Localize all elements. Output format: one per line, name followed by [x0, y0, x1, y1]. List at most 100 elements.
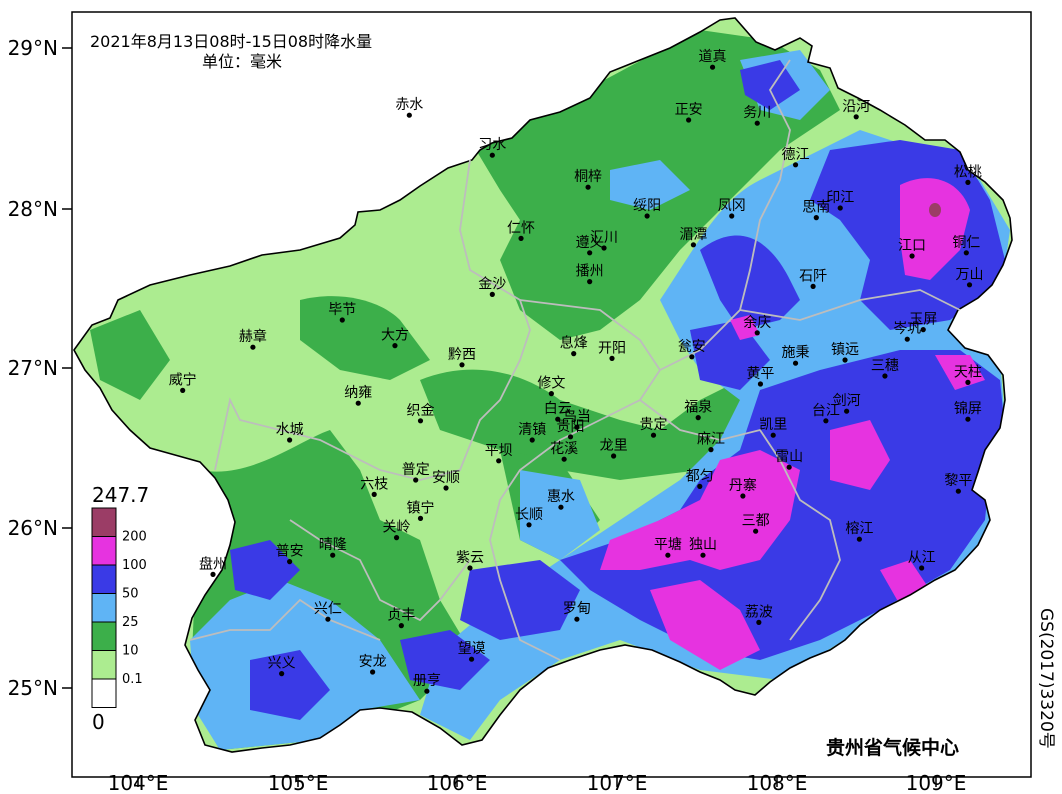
field-max [929, 203, 941, 217]
city-84: 册亨 [413, 672, 441, 694]
city-69: 榕江 [845, 521, 873, 542]
city-67: 三都 [742, 513, 770, 534]
city-58: 普定 [402, 462, 430, 483]
city-label: 关岭 [383, 520, 411, 536]
city-label: 织金 [406, 403, 434, 419]
city-label: 乌当 [563, 409, 591, 425]
city-81: 望谟 [458, 641, 486, 662]
city-12: 绥阳 [633, 198, 661, 219]
city-62: 丹寨 [729, 477, 757, 499]
city-marker [963, 250, 969, 256]
city-label: 平坝 [485, 443, 513, 459]
city-46: 乌当 [563, 409, 591, 430]
city-marker [909, 253, 915, 259]
city-label: 安龙 [359, 654, 387, 670]
city-label: 罗甸 [563, 601, 591, 617]
city-label: 福泉 [684, 399, 712, 416]
city-15: 汇川 [590, 230, 618, 251]
city-label: 惠水 [547, 489, 575, 505]
city-label: 铜仁 [952, 235, 980, 251]
city-52: 贵阳 [557, 419, 585, 440]
city-marker [644, 213, 650, 219]
city-label: 思南 [802, 200, 830, 216]
city-71: 平塘 [654, 537, 682, 558]
city-marker [740, 493, 746, 499]
city-marker [287, 559, 293, 565]
city-label: 余庆 [743, 314, 771, 331]
legend-min-label: 0 [92, 710, 105, 734]
city-marker [210, 571, 216, 578]
city-marker [650, 432, 657, 438]
city-marker [770, 432, 776, 438]
lon-tick-108: 108°E [747, 771, 808, 794]
city-64: 惠水 [547, 489, 575, 510]
city-4: 沿河 [842, 99, 870, 120]
city-marker [467, 565, 473, 571]
city-label: 仁怀 [507, 220, 535, 236]
city-label: 台江 [812, 403, 840, 419]
city-label: 印江 [826, 190, 854, 206]
city-3: 务川 [743, 105, 771, 126]
city-marker [700, 552, 706, 558]
city-marker [371, 491, 377, 497]
city-40: 纳雍 [344, 385, 372, 406]
city-label: 独山 [689, 537, 717, 553]
legend-swatch-4 [91, 621, 117, 651]
city-marker [413, 477, 419, 483]
city-82: 兴义 [268, 656, 296, 677]
city-label: 剑河 [833, 393, 861, 409]
city-label: 龙里 [600, 438, 628, 454]
city-70: 晴隆 [319, 537, 347, 558]
city-33: 镇远 [831, 342, 859, 363]
city-54: 龙里 [600, 438, 628, 459]
city-76: 盘州 [199, 555, 227, 578]
lon-tick-105: 105°E [268, 771, 329, 794]
legend-label-3: 25 [122, 615, 139, 630]
lat-tick-27: 27°N [8, 356, 58, 380]
city-label: 黔西 [448, 347, 476, 363]
city-label: 贵定 [640, 417, 668, 433]
city-marker [398, 623, 404, 629]
city-10: 凤冈 [718, 198, 746, 219]
city-label: 湄潭 [679, 226, 707, 243]
lat-tick-28: 28°N [8, 197, 58, 221]
city-label: 镇远 [831, 342, 859, 358]
city-marker [279, 671, 285, 677]
city-57: 雷山 [775, 449, 803, 470]
city-label: 花溪 [550, 441, 578, 457]
city-marker [966, 282, 973, 288]
city-marker [813, 215, 819, 221]
city-1: 赤水 [395, 97, 423, 118]
city-label: 丹寨 [729, 477, 757, 494]
city-32: 施秉 [782, 345, 810, 366]
city-35: 黔西 [448, 347, 476, 368]
legend-swatch-3 [91, 593, 117, 623]
city-label: 雷山 [775, 449, 803, 465]
city-label: 汇川 [590, 230, 618, 246]
city-73: 普安 [276, 544, 304, 565]
city-83: 安龙 [359, 654, 387, 675]
city-51: 清镇 [518, 422, 546, 443]
city-marker [587, 250, 593, 256]
city-label: 锦屏 [954, 400, 982, 417]
legend-label-1: 100 [122, 558, 147, 573]
city-72: 独山 [689, 537, 717, 558]
city-53: 麻江 [697, 432, 725, 453]
city-31: 瓮安 [678, 339, 706, 360]
lon-tick-104: 104°E [108, 771, 169, 794]
legend-max-label: 247.7 [92, 483, 149, 507]
city-marker [708, 447, 714, 453]
city-marker [571, 351, 577, 357]
city-label: 石阡 [799, 268, 827, 284]
city-marker [250, 344, 256, 350]
city-42: 台江 [812, 403, 840, 424]
city-label: 玉屏 [909, 312, 937, 328]
city-marker [518, 235, 524, 241]
credit-text: 贵州省气候中心 [826, 736, 959, 759]
city-5: 习水 [478, 137, 506, 158]
city-label: 从江 [908, 550, 936, 566]
city-label: 开阳 [598, 340, 626, 356]
city-24: 余庆 [743, 314, 771, 336]
city-label: 修文 [537, 376, 565, 392]
city-marker [757, 381, 764, 387]
